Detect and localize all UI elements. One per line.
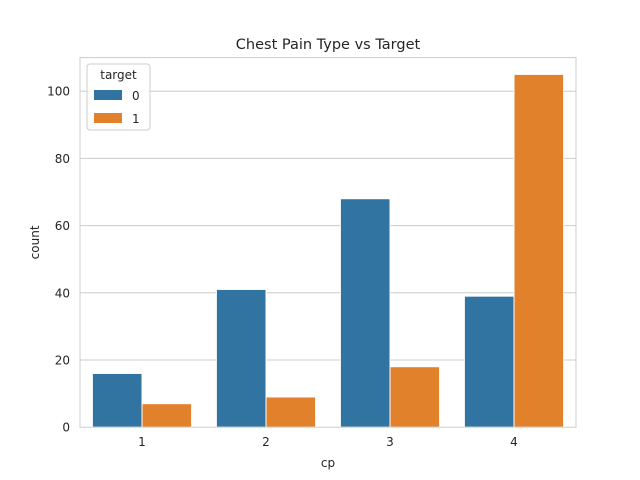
x-tick-label: 1 xyxy=(138,435,146,449)
y-tick-label: 40 xyxy=(55,286,70,300)
x-tick-label: 2 xyxy=(262,435,270,449)
legend-swatch-1 xyxy=(94,113,122,123)
bar-cp2-target1 xyxy=(265,396,317,428)
legend-title: target xyxy=(100,68,137,82)
y-tick-label: 0 xyxy=(62,421,70,435)
bar-cp3-target1 xyxy=(389,366,441,428)
bar-cp1-target0 xyxy=(91,372,143,428)
legend-label-1: 1 xyxy=(132,112,140,126)
y-tick-label: 20 xyxy=(55,354,70,368)
bar-cp4-target1 xyxy=(513,73,565,428)
bar-cp3-target0 xyxy=(339,198,391,428)
legend-label-0: 0 xyxy=(132,89,140,103)
y-tick-label: 100 xyxy=(47,85,70,99)
y-tick-label: 60 xyxy=(55,219,70,233)
bar-cp2-target0 xyxy=(215,288,267,428)
y-axis-label: count xyxy=(28,225,42,259)
legend-swatch-0 xyxy=(94,90,122,100)
plot-frame xyxy=(79,57,577,428)
bar-cp4-target0 xyxy=(463,295,515,428)
chart-title: Chest Pain Type vs Target xyxy=(236,37,421,53)
bar-cp1-target1 xyxy=(141,403,193,428)
x-tick-labels: 1 2 3 4 xyxy=(138,435,518,449)
x-tick-label: 3 xyxy=(386,435,394,449)
y-tick-labels: 0 20 40 60 80 100 xyxy=(47,85,70,435)
x-tick-label: 4 xyxy=(510,435,518,449)
bars xyxy=(91,73,565,428)
x-axis-label: cp xyxy=(321,456,335,470)
y-tick-label: 80 xyxy=(55,152,70,166)
legend: target 0 1 xyxy=(86,63,151,131)
